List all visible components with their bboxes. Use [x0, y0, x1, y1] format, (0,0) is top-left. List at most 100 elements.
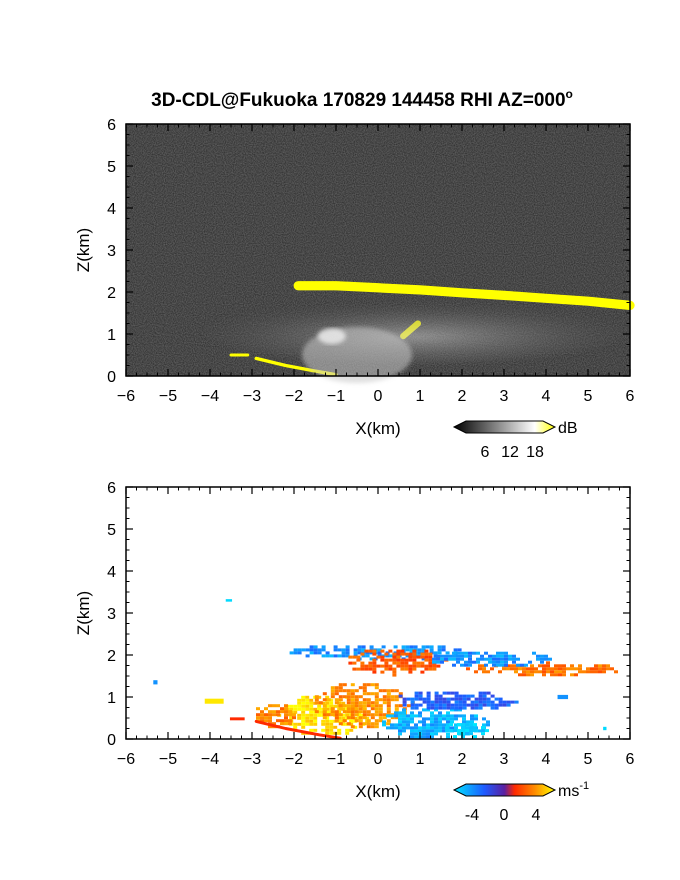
velocity-cell: [422, 723, 426, 727]
velocity-cell: [438, 720, 442, 724]
velocity-cell: [430, 723, 434, 727]
velocity-cell: [530, 673, 534, 677]
velocity-cell: [334, 698, 339, 702]
velocity-cell: [366, 719, 371, 723]
intensity-colorbar: dB 6 12 18: [452, 420, 578, 461]
velocity-cell: [408, 652, 413, 656]
velocity-cell: [309, 645, 314, 649]
velocity-cell: [268, 725, 272, 729]
velocity-cell: [260, 716, 264, 720]
velocity-cell: [412, 664, 417, 668]
velocity-y-tick-label: 0: [107, 732, 116, 749]
velocity-cell: [341, 707, 346, 711]
velocity-cell: [398, 704, 403, 708]
velocity-cell: [288, 722, 292, 726]
velocity-cell: [264, 713, 268, 717]
velocity-cell: [394, 698, 399, 702]
velocity-cell: [478, 664, 482, 668]
velocity-cell: [305, 654, 310, 658]
velocity-cell: [392, 661, 397, 665]
velocity-cell: [434, 720, 438, 724]
velocity-cell: [546, 667, 550, 671]
velocity-colorbar-tick: -4: [465, 807, 479, 824]
velocity-cell: [488, 660, 492, 664]
velocity-cell: [470, 703, 475, 707]
velocity-cell: [445, 726, 449, 730]
velocity-cell: [473, 723, 477, 727]
velocity-cell: [426, 697, 431, 701]
velocity-cell: [374, 704, 379, 708]
velocity-cell: [264, 716, 268, 720]
velocity-cell: [350, 689, 355, 693]
velocity-cell: [434, 717, 438, 721]
velocity-cell: [325, 728, 330, 732]
intensity-y-tick-label: 2: [107, 285, 116, 302]
velocity-cell: [526, 670, 530, 674]
velocity-cell: [558, 664, 562, 668]
velocity-cell: [540, 660, 544, 664]
velocity-cell: [345, 645, 350, 649]
velocity-cell: [276, 713, 280, 717]
velocity-cell: [388, 664, 393, 668]
velocity-cell: [342, 689, 347, 693]
velocity-cell: [578, 670, 582, 674]
velocity-point: [229, 717, 245, 721]
velocity-cell: [421, 645, 426, 649]
velocity-cell: [512, 660, 516, 664]
velocity-cell: [280, 707, 284, 711]
velocity-cell: [460, 663, 464, 667]
velocity-cell: [414, 691, 419, 695]
velocity-cell: [446, 723, 450, 727]
velocity-cell: [388, 658, 393, 662]
velocity-cell: [416, 661, 421, 665]
velocity-cell: [472, 660, 476, 664]
velocity-cell: [333, 645, 338, 649]
velocity-cell: [374, 725, 379, 729]
velocity-cell: [446, 700, 451, 704]
velocity-cell: [456, 654, 460, 658]
velocity-cell: [357, 651, 362, 655]
velocity-cell: [444, 654, 448, 658]
velocity-cell: [276, 710, 280, 714]
velocity-cell: [494, 697, 499, 701]
velocity-cell: [453, 735, 457, 739]
velocity-cell: [428, 661, 433, 665]
velocity-cell: [354, 719, 359, 723]
velocity-cell: [540, 654, 544, 658]
velocity-cell: [418, 703, 423, 707]
velocity-cell: [353, 725, 358, 729]
velocity-cell: [457, 729, 461, 733]
velocity-cell: [358, 707, 363, 711]
velocity-cell: [358, 725, 363, 729]
velocity-cell: [398, 692, 403, 696]
velocity-cell: [366, 725, 371, 729]
velocity-cell: [386, 701, 391, 705]
velocity-cell: [526, 667, 530, 671]
intensity-colorbar-tick: 12: [501, 444, 519, 461]
velocity-cell: [430, 714, 434, 718]
velocity-cell: [313, 722, 318, 726]
velocity-cell: [466, 694, 471, 698]
velocity-cell: [322, 716, 327, 720]
velocity-cell: [386, 695, 391, 699]
velocity-cell: [422, 735, 426, 739]
velocity-cell: [348, 661, 353, 665]
velocity-cell: [598, 667, 602, 671]
velocity-cell: [358, 722, 363, 726]
velocity-cell: [606, 667, 610, 671]
velocity-cell: [289, 716, 294, 720]
velocity-cell: [492, 663, 496, 667]
velocity-cell: [309, 648, 314, 652]
velocity-cell: [317, 713, 322, 717]
velocity-cell: [317, 651, 322, 655]
velocity-cell: [416, 664, 421, 668]
velocity-cell: [338, 722, 343, 726]
velocity-cell: [465, 732, 469, 736]
velocity-cell: [426, 703, 431, 707]
velocity-cell: [378, 719, 383, 723]
velocity-cell: [330, 710, 335, 714]
velocity-cell: [366, 701, 371, 705]
velocity-cell: [401, 645, 406, 649]
velocity-cell: [466, 703, 471, 707]
velocity-cell: [370, 704, 375, 708]
